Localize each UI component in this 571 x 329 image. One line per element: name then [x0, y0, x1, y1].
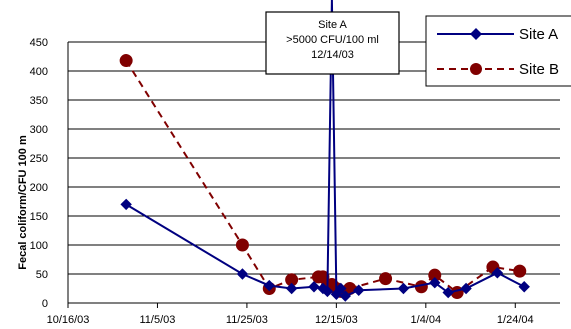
y-tick-label: 350 — [30, 95, 48, 107]
x-tick-label: 1/24/04 — [497, 314, 534, 326]
data-point — [263, 279, 275, 292]
data-point — [513, 264, 527, 278]
data-point — [460, 282, 472, 295]
annotation-line: >5000 CFU/100 ml — [286, 34, 379, 46]
data-point — [379, 272, 393, 286]
y-tick-label: 100 — [30, 240, 48, 252]
annotation-line: Site A — [318, 19, 347, 31]
data-point — [397, 282, 410, 295]
series-line — [125, 60, 520, 294]
series-site-a — [120, 0, 530, 302]
data-point — [321, 285, 334, 298]
x-tick-label: 11/25/03 — [226, 314, 268, 326]
x-tick-label: 1/4/04 — [411, 314, 442, 326]
data-point — [235, 238, 249, 252]
annotation-box — [265, 11, 400, 75]
series-layer — [119, 0, 530, 302]
legend-box — [425, 15, 571, 87]
legend-marker-site-a — [470, 28, 482, 40]
x-axis-tick-labels: 10/16/03 11/5/03 11/25/03 12/15/03 1/4/04 1/2… — [47, 303, 534, 326]
data-point — [491, 267, 504, 279]
data-point — [285, 282, 298, 295]
legend-marker-site-b — [470, 63, 482, 75]
y-axis-label: Fecal coliform/CFU 100 m — [17, 135, 29, 270]
y-tick-label: 300 — [30, 124, 48, 136]
legend-label-site-a: Site A — [519, 26, 558, 43]
x-tick-label: 11/5/03 — [140, 314, 176, 326]
data-point — [518, 281, 530, 293]
y-tick-label: 200 — [30, 182, 48, 194]
x-tick-label: 12/15/03 — [315, 314, 358, 326]
peak-annotation: Site A >5000 CFU/100 ml 12/14/03 — [265, 11, 400, 75]
y-tick-label: 450 — [30, 37, 48, 49]
data-point — [120, 198, 132, 211]
data-point — [442, 286, 454, 299]
data-point — [353, 284, 365, 296]
data-point — [236, 268, 249, 280]
x-tick-label: 10/16/03 — [47, 314, 90, 326]
annotation-line: 12/14/03 — [311, 49, 354, 61]
y-tick-label: 250 — [30, 153, 48, 165]
series-site-b — [119, 54, 527, 300]
y-tick-label: 0 — [42, 298, 48, 310]
y-axis-tick-labels: 0 50 100 150 200 250 300 350 400 450 — [30, 37, 48, 310]
legend: Site A Site B — [425, 15, 571, 87]
data-point — [335, 282, 347, 295]
y-tick-label: 50 — [36, 269, 48, 281]
data-point — [429, 276, 441, 289]
data-point — [308, 281, 320, 293]
y-tick-label: 400 — [30, 66, 48, 78]
y-tick-label: 150 — [30, 211, 48, 223]
plot-area-axes — [67, 42, 560, 304]
data-point — [339, 290, 352, 302]
data-point — [119, 54, 133, 68]
legend-label-site-b: Site B — [519, 61, 559, 78]
